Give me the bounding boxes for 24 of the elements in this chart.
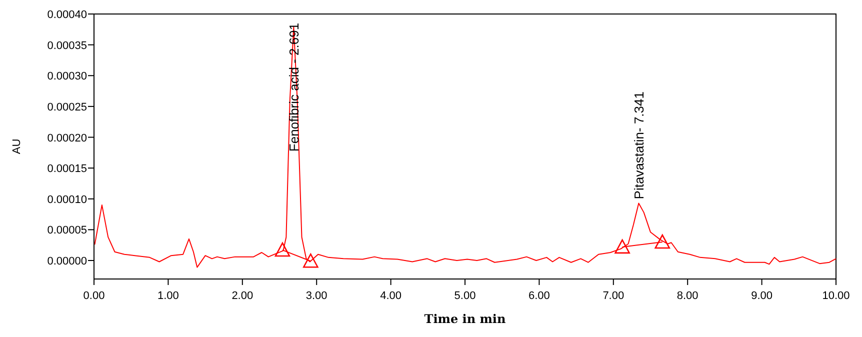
x-tick-label: 3.00 [306,290,328,302]
y-tick-label: 0.00010 [47,194,87,206]
y-tick-label: 0.00035 [47,40,87,52]
y-tick-label: 0.00015 [47,163,87,176]
x-tick-label: 0.00 [83,290,105,302]
annotation: Pitavastatin- 7.341 [632,92,647,200]
y-tick-label: 0.00005 [47,224,87,237]
y-tick-label: 0.00020 [47,132,87,144]
x-tick-label: 5.00 [454,290,476,302]
x-tick-label: 6.00 [528,290,550,302]
annotation: Fenofibric acid - 2.691 [286,22,302,152]
y-tick-label: 0.00025 [47,101,87,114]
x-axis-title: Time in min [424,312,506,326]
y-tick-label: 0.00030 [47,70,87,83]
x-tick-label: 10.00 [822,290,850,302]
x-tick-label: 4.00 [380,290,402,302]
x-tick-label: 1.00 [157,290,179,302]
x-tick-label: 9.00 [751,290,773,302]
y-tick-label: 0.00040 [47,9,87,21]
y-tick-label: 0.00000 [47,256,87,268]
x-tick-label: 2.00 [232,290,254,302]
x-tick-label: 7.00 [602,290,624,302]
x-tick-label: 8.00 [676,290,698,302]
y-axis-title: AU [11,138,23,154]
